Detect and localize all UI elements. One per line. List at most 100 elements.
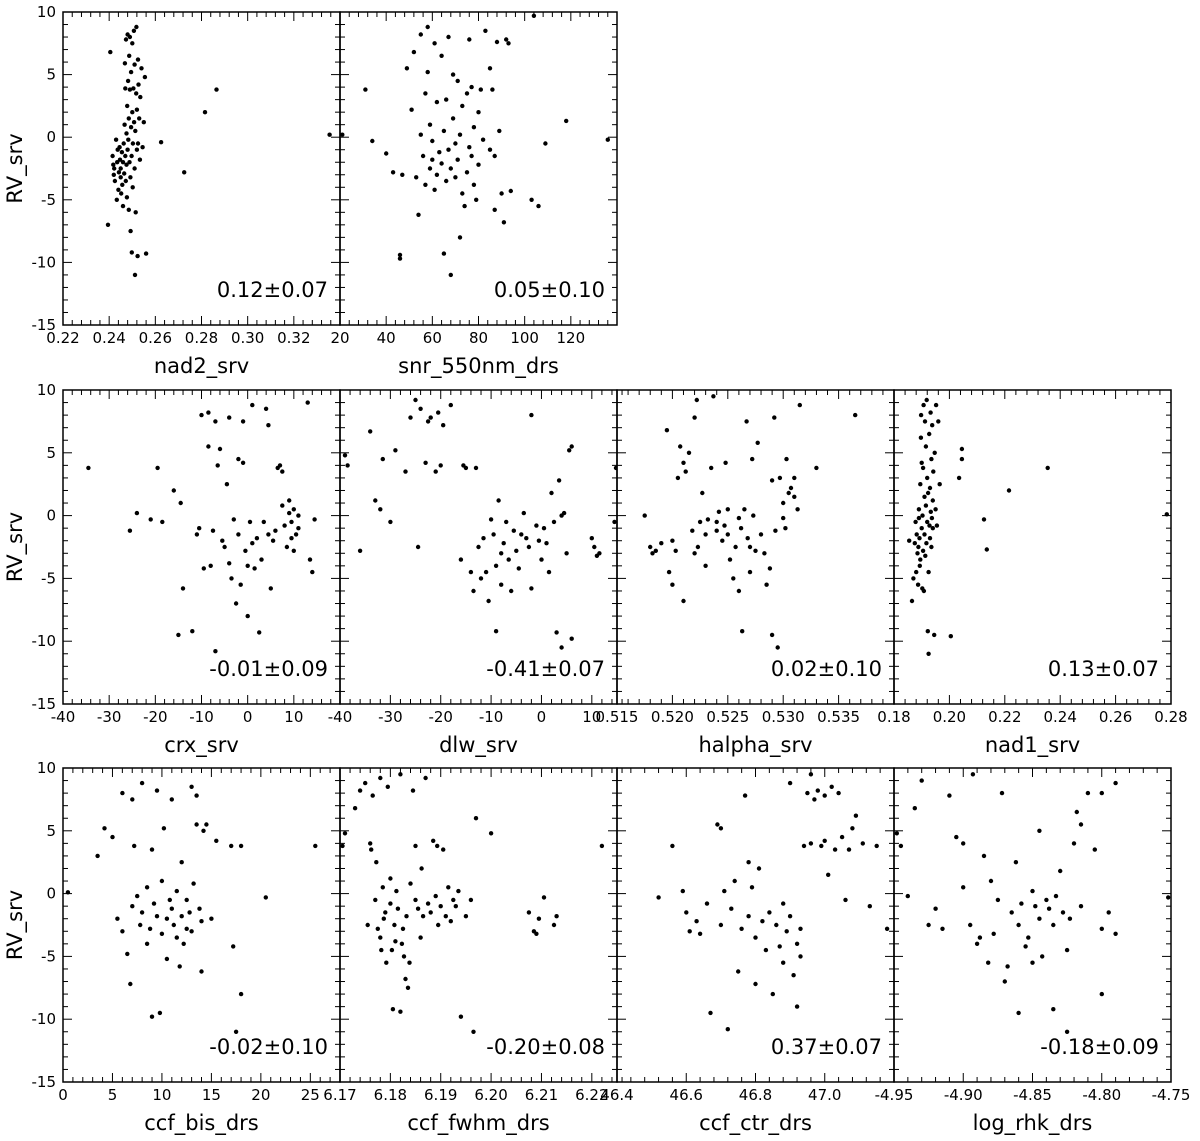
- data-point: [705, 517, 711, 522]
- data-point: [471, 1029, 476, 1035]
- data-point: [169, 906, 174, 911]
- y-tick-label: -5: [41, 947, 56, 965]
- data-point: [451, 897, 456, 903]
- data-point: [365, 922, 370, 928]
- data-point: [853, 813, 859, 818]
- data-point: [296, 513, 301, 518]
- y-tick-label: 5: [46, 66, 56, 84]
- data-point: [954, 834, 959, 840]
- x-tick-label: -4.90: [944, 1086, 983, 1104]
- data-point: [471, 182, 477, 187]
- data-point: [703, 532, 708, 537]
- data-point: [1009, 910, 1014, 915]
- data-point: [474, 197, 479, 202]
- data-point: [233, 1029, 239, 1035]
- data-point: [792, 475, 797, 481]
- x-tick-label: 0.30: [231, 329, 264, 347]
- data-point: [423, 182, 428, 187]
- data-point: [134, 24, 139, 30]
- data-point: [814, 465, 819, 471]
- data-point: [120, 929, 125, 934]
- data-point: [995, 897, 1001, 903]
- data-point: [664, 428, 670, 433]
- data-point: [254, 536, 260, 541]
- data-point: [132, 62, 137, 67]
- data-point: [127, 53, 132, 58]
- x-tick-label: 120: [557, 329, 586, 347]
- data-point: [539, 557, 544, 562]
- data-point: [977, 935, 983, 940]
- data-point: [125, 951, 130, 957]
- data-point: [483, 569, 489, 575]
- x-tick-label: 0.32: [277, 329, 310, 347]
- data-point: [805, 790, 810, 796]
- data-point: [138, 922, 143, 928]
- y-axis-label: RV_srv: [3, 890, 28, 960]
- data-point: [154, 914, 160, 919]
- data-point: [368, 841, 373, 846]
- data-point: [135, 57, 141, 62]
- data-point: [709, 465, 714, 471]
- data-point: [981, 517, 987, 522]
- scatter-panel: -15 -10 -5 0 5 10 0.22 0.24 0.26 0.28 0.30 0.32 nad2…: [3, 3, 341, 379]
- data-point: [342, 453, 348, 458]
- data-point: [926, 569, 931, 575]
- data-point: [714, 519, 719, 525]
- data-point: [529, 412, 534, 418]
- data-point: [115, 160, 120, 165]
- data-point: [920, 465, 926, 471]
- data-point: [395, 906, 401, 911]
- data-point: [819, 843, 824, 849]
- data-point: [280, 503, 285, 508]
- data-point: [460, 191, 465, 196]
- data-point: [122, 61, 128, 66]
- x-tick-label: 0: [537, 708, 547, 726]
- correlation-annotation: -0.18±0.09: [1040, 1035, 1159, 1059]
- data-point: [697, 519, 703, 525]
- data-point: [915, 582, 921, 587]
- data-point: [974, 941, 980, 946]
- data-point: [909, 598, 915, 604]
- data-point: [930, 423, 935, 428]
- x-tick-label: 0: [58, 1086, 68, 1104]
- data-point: [370, 793, 375, 798]
- data-point: [413, 397, 418, 403]
- data-point: [119, 150, 125, 155]
- data-point: [988, 878, 994, 884]
- data-point: [781, 500, 786, 506]
- data-point: [434, 172, 440, 177]
- data-point: [312, 517, 317, 522]
- data-point: [1113, 931, 1118, 936]
- y-tick-label: -10: [32, 1010, 57, 1028]
- data-point: [894, 831, 899, 836]
- data-point: [656, 895, 661, 900]
- x-tick-label: 0.535: [817, 708, 860, 726]
- data-point: [928, 410, 933, 415]
- data-point: [1023, 944, 1028, 949]
- data-point: [970, 772, 976, 777]
- data-point: [911, 576, 916, 581]
- data-point: [214, 838, 219, 843]
- data-point: [436, 922, 441, 928]
- data-point: [559, 645, 564, 650]
- data-point: [229, 576, 234, 581]
- data-point: [981, 853, 987, 859]
- data-point: [431, 838, 436, 843]
- data-point: [476, 544, 481, 550]
- data-point: [455, 157, 460, 162]
- data-point: [481, 536, 486, 541]
- data-point: [105, 222, 111, 227]
- data-point: [921, 588, 927, 594]
- data-point: [438, 463, 443, 468]
- data-point: [697, 931, 703, 936]
- data-point: [388, 519, 393, 525]
- x-tick-label: 0.22: [46, 329, 79, 347]
- data-point: [711, 394, 716, 399]
- data-point: [561, 510, 567, 516]
- data-point: [690, 528, 695, 533]
- data-point: [526, 910, 532, 915]
- scatter-panel: -40 -30 -20 -10 0 10 dlw_srv -0.41±0.07: [328, 389, 623, 758]
- data-point: [287, 498, 292, 503]
- data-point: [509, 588, 514, 594]
